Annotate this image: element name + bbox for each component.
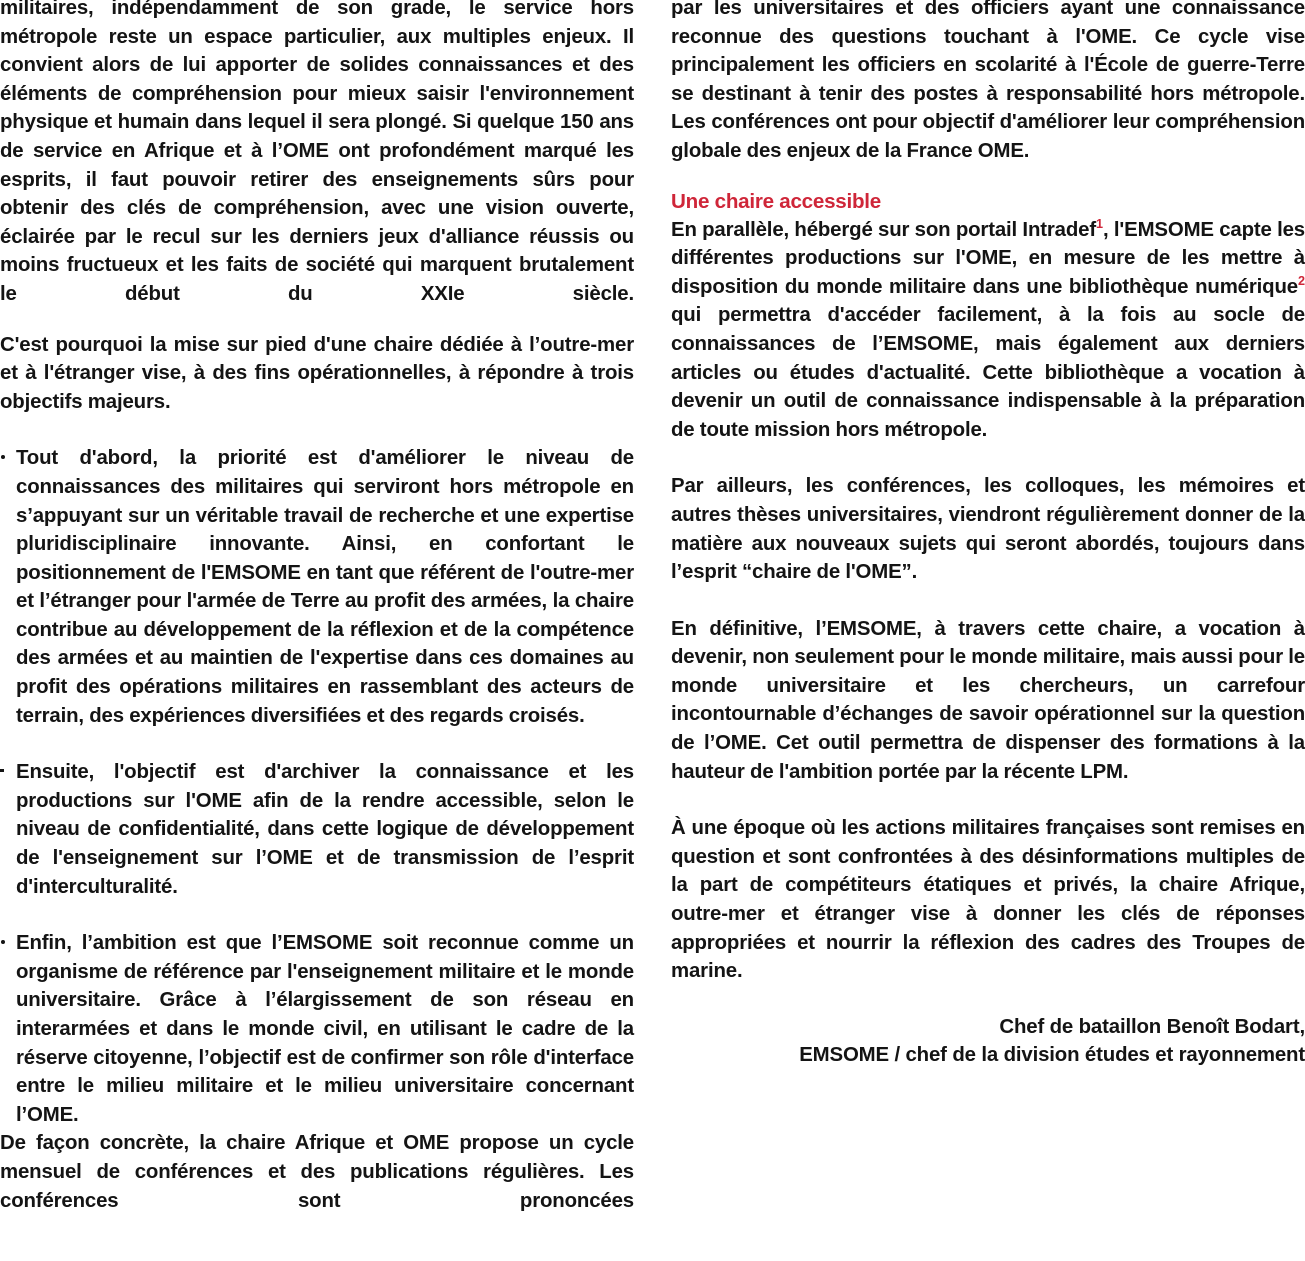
left-column: militaires, indépendamment de son grade,…: [0, 0, 634, 1215]
list-item-text: Ensuite, l'objectif est d'archiver la co…: [16, 761, 634, 898]
signature-author: Chef de bataillon Benoît Bodart,: [999, 1015, 1305, 1038]
paragraph-segment: qui permettra d'accéder facilement, à la…: [671, 304, 1305, 441]
two-column-layout: militaires, indépendamment de son grade,…: [0, 0, 1305, 1215]
paragraph-spacer: [0, 901, 634, 929]
paragraph-spacer: [671, 166, 1305, 188]
paragraph-segment: En parallèle, hébergé sur son portail In…: [671, 218, 1097, 241]
paragraph-segment: , l'EMSOME capte les différentes product…: [671, 218, 1305, 298]
footnote-marker-2[interactable]: 2: [1297, 273, 1305, 288]
paragraph-conferences-colloquia: Par ailleurs, les conférences, les collo…: [671, 475, 1305, 584]
footnote-marker-1[interactable]: 1: [1096, 216, 1104, 231]
signature-block: Chef de bataillon Benoît Bodart, EMSOME …: [671, 1013, 1305, 1070]
list-item: Enfin, l’ambition est que l’EMSOME soit …: [0, 929, 634, 1129]
paragraph-intro: militaires, indépendamment de son grade,…: [0, 0, 634, 305]
list-item: Ensuite, l'objectif est d'archiver la co…: [0, 758, 634, 901]
paragraph-spacer: [0, 730, 634, 758]
list-item-text: Tout d'abord, la priorité est d'améliore…: [16, 447, 634, 727]
paragraph-continued: par les universitaires et des officiers …: [671, 0, 1305, 162]
signature-role: EMSOME / chef de la division études et r…: [799, 1044, 1305, 1067]
paragraph-spacer: [0, 416, 634, 444]
paragraph-definitive: En définitive, l’EMSOME, à travers cette…: [671, 617, 1305, 783]
bullet-dot-icon: [1, 455, 5, 460]
paragraph-spacer: [671, 786, 1305, 814]
paragraph-epoch: À une époque où les actions militaires f…: [671, 817, 1305, 983]
section-heading-accessible-chair: Une chaire accessible: [671, 189, 881, 213]
paragraph-digital-library: En parallèle, hébergé sur son portail In…: [671, 216, 1305, 445]
paragraph-objectives-lead: C'est pourquoi la mise sur pied d'une ch…: [0, 333, 634, 413]
list-item-text: Enfin, l’ambition est que l’EMSOME soit …: [16, 932, 634, 1126]
right-column: par les universitaires et des officiers …: [671, 0, 1305, 1215]
bullet-dot-icon: [1, 940, 5, 945]
paragraph-conferences-cycle: De façon concrète, la chaire Afrique et …: [0, 1132, 634, 1212]
paragraph-spacer: [671, 587, 1305, 615]
list-item: Tout d'abord, la priorité est d'améliore…: [0, 444, 634, 730]
bullet-dot-icon: [0, 769, 4, 773]
paragraph-spacer: [671, 444, 1305, 472]
paragraph-spacer: [0, 309, 634, 331]
